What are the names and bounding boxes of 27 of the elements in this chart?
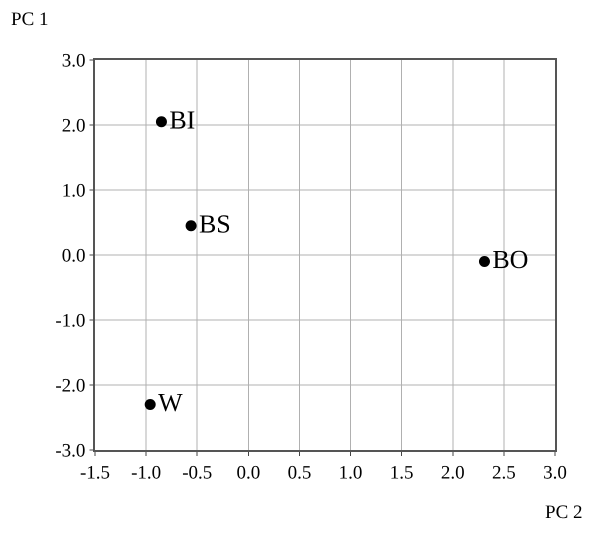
x-tick-label: 0.0	[236, 462, 260, 484]
x-tick-label: -1.0	[131, 462, 162, 484]
point	[478, 256, 490, 267]
series-label: BO	[492, 245, 528, 274]
y-tick-label: 2.0	[62, 116, 86, 137]
x-tick-label: 0.5	[288, 462, 312, 484]
x-tick-label: 1.0	[338, 462, 362, 484]
x-tick-label: 3.0	[543, 462, 567, 484]
y-tick-label: 3.0	[62, 50, 86, 72]
point	[156, 116, 167, 128]
x-tick-label: -0.5	[182, 462, 212, 484]
y-tick-label: 1.0	[62, 180, 86, 202]
series-label: BI	[169, 105, 196, 134]
series-label: BS	[198, 209, 231, 238]
y-tick-label: 0.0	[62, 246, 86, 267]
point	[186, 220, 197, 232]
y-tick-label: -3.0	[55, 440, 86, 462]
x-axis-title: PC 2	[545, 502, 582, 523]
x-tick-label: -1.5	[80, 462, 110, 484]
y-tick-label: -2.0	[55, 376, 86, 397]
point	[144, 399, 156, 410]
x-tick-label: 1.5	[390, 462, 414, 484]
y-axis-title: PC 1	[11, 9, 48, 30]
x-tick-label: 2.0	[440, 462, 465, 484]
y-tick-label: -1.0	[55, 310, 86, 332]
series-label: W	[158, 388, 184, 417]
x-tick-label: 2.5	[492, 462, 516, 484]
